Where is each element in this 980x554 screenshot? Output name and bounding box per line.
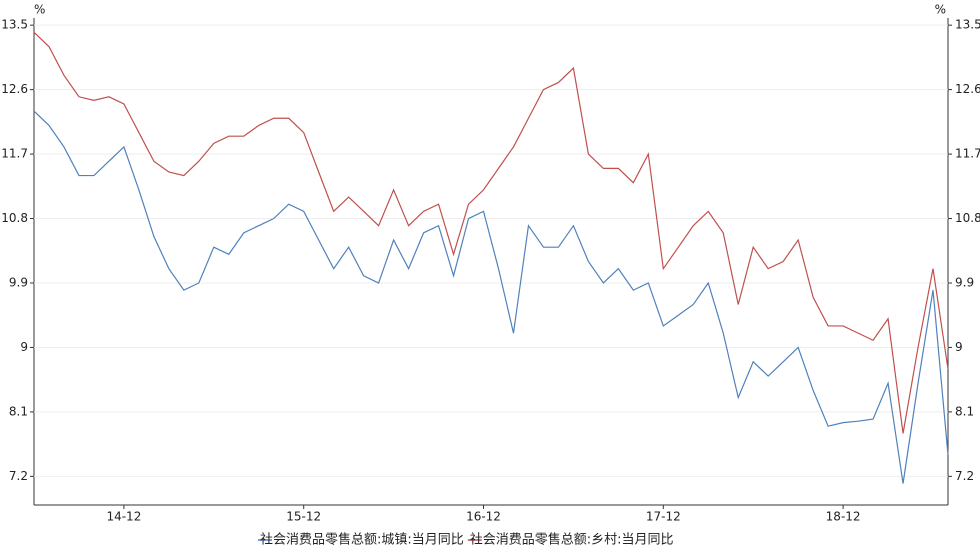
y-tick-label: 13.5 bbox=[1, 18, 28, 32]
y2-tick-label: 12.6 bbox=[955, 82, 980, 96]
legend-label: 社会消费品零售总额:城镇:当月同比 bbox=[260, 532, 464, 548]
y-tick-label: 11.7 bbox=[1, 147, 28, 161]
y2-tick-label: 7.2 bbox=[955, 469, 974, 483]
y-tick-label: 7.2 bbox=[9, 469, 28, 483]
y-unit: % bbox=[34, 3, 45, 17]
y2-unit: % bbox=[935, 3, 946, 17]
x-tick-label: 17-12 bbox=[646, 510, 681, 524]
x-tick-label: 18-12 bbox=[826, 510, 861, 524]
y-tick-label: 8.1 bbox=[9, 404, 28, 418]
x-tick-label: 16-12 bbox=[466, 510, 501, 524]
series-line bbox=[33, 31, 949, 434]
series-line bbox=[33, 110, 949, 484]
y2-tick-label: 9 bbox=[955, 340, 963, 354]
y2-tick-label: 9.9 bbox=[955, 275, 974, 289]
y-tick-label: 9 bbox=[20, 340, 28, 354]
y2-tick-label: 8.1 bbox=[955, 404, 974, 418]
x-tick-label: 14-12 bbox=[106, 510, 141, 524]
y2-tick-label: 11.7 bbox=[955, 147, 980, 161]
y-tick-label: 10.8 bbox=[1, 211, 28, 225]
y2-tick-label: 13.5 bbox=[955, 18, 980, 32]
y-tick-label: 9.9 bbox=[9, 275, 28, 289]
y2-tick-label: 10.8 bbox=[955, 211, 980, 225]
legend-label: 社会消费品零售总额:乡村:当月同比 bbox=[470, 532, 674, 548]
y-tick-label: 12.6 bbox=[1, 82, 28, 96]
x-tick-label: 15-12 bbox=[286, 510, 321, 524]
